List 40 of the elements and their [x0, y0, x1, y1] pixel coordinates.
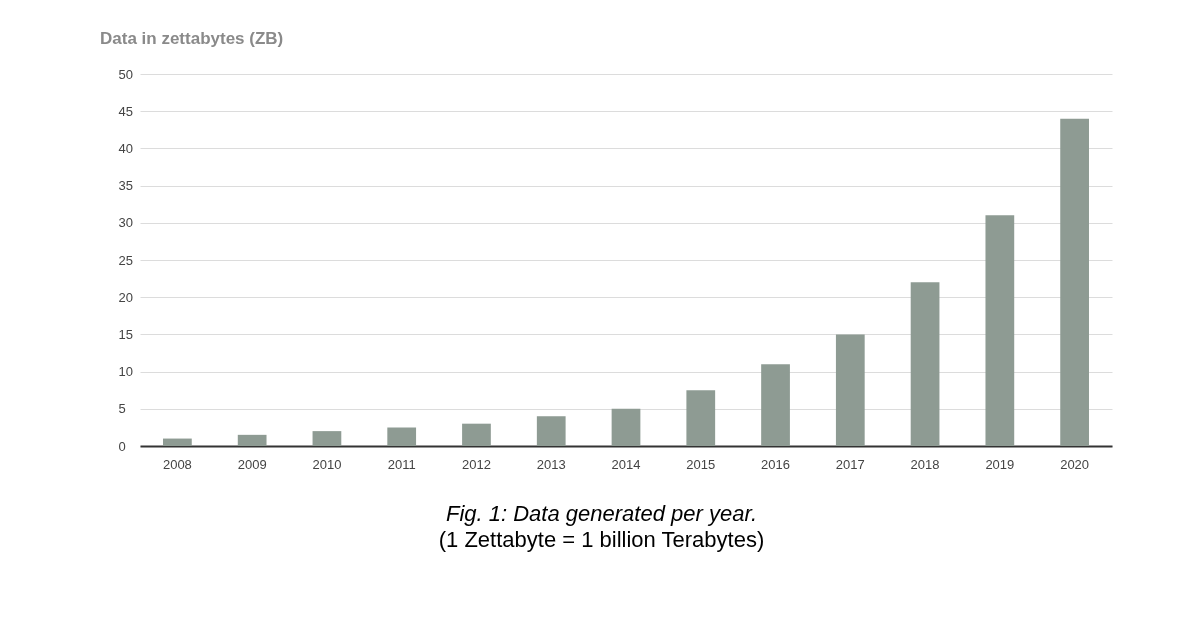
- x-tick-label: 2012: [462, 456, 491, 472]
- bar: [761, 364, 790, 446]
- y-tick-label: 30: [118, 215, 133, 231]
- bar: [312, 431, 342, 446]
- x-tick-label: 2013: [536, 456, 566, 472]
- caption: Fig. 1: Data generated per year.: [445, 501, 758, 527]
- y-tick-label: 45: [118, 103, 133, 119]
- bar: [686, 390, 716, 446]
- y-tick-label: 50: [118, 66, 133, 82]
- bar: [163, 438, 192, 446]
- y-tick-label: 10: [118, 364, 133, 380]
- bar: [611, 408, 641, 446]
- bar: [910, 282, 940, 446]
- y-tick-label: 0: [118, 438, 126, 454]
- x-tick-label: 2020: [1060, 456, 1090, 472]
- x-tick-label: 2019: [985, 456, 1015, 472]
- chart-title: Data in zettabytes (ZB): [100, 29, 284, 48]
- bar: [237, 434, 267, 446]
- x-tick-label: 2008: [162, 456, 192, 472]
- bar: [536, 416, 566, 446]
- bar: [835, 334, 865, 446]
- y-tick-label: 20: [118, 289, 133, 305]
- x-tick-label: 2018: [910, 456, 940, 472]
- bar: [462, 423, 491, 446]
- x-tick-label: 2010: [312, 456, 342, 472]
- bar: [387, 427, 417, 446]
- y-tick-label: 25: [118, 252, 133, 268]
- x-tick-label: 2016: [761, 456, 790, 472]
- text: (1 Zettabyte = 1 billion Terabytes): [437, 527, 766, 553]
- bar: [1060, 118, 1089, 446]
- x-tick-label: 2009: [237, 456, 267, 472]
- y-tick-label: 35: [118, 178, 133, 194]
- x-tick-label: 2015: [686, 456, 716, 472]
- x-tick-label: 2014: [611, 456, 641, 472]
- x-tick-label: 2017: [835, 456, 865, 472]
- y-tick-label: 5: [118, 401, 126, 417]
- bar: [985, 215, 1015, 446]
- x-tick-label: 2011: [387, 456, 416, 472]
- y-tick-label: 15: [118, 326, 133, 342]
- y-tick-label: 40: [118, 140, 133, 156]
